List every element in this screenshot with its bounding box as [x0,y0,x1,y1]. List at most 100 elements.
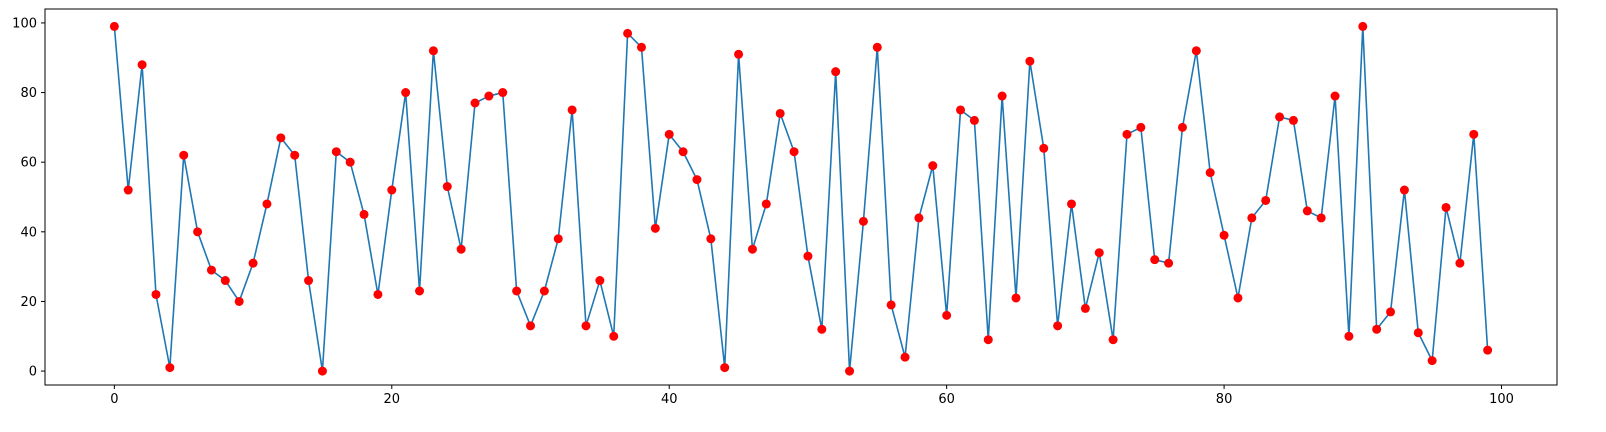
data-point [165,363,175,373]
data-point [1372,324,1382,334]
data-point [664,129,674,139]
data-point [1288,115,1298,125]
data-point [1275,112,1285,122]
data-point [1399,185,1409,195]
series-line [113,25,1489,372]
data-point [997,91,1007,101]
data-point [206,265,216,275]
data-point [845,366,855,376]
data-point [789,147,799,157]
data-point [831,67,841,77]
data-point [623,28,633,38]
data-point [331,147,341,157]
data-point [512,286,522,296]
data-point [428,46,438,56]
data-point [359,209,369,219]
data-point [276,133,286,143]
data-point [1455,258,1465,268]
data-point [1233,293,1243,303]
y-tick-label: 40 [20,225,37,240]
y-tick-label: 100 [12,16,37,31]
data-point [123,185,133,195]
data-point [1191,46,1201,56]
data-point [456,244,466,254]
data-point [1302,206,1312,216]
data-point [900,352,910,362]
plot-frame [44,8,1558,386]
data-point [1094,248,1104,258]
data-point [609,331,619,341]
data-point [803,251,813,261]
data-point [914,213,924,223]
data-point [1136,122,1146,132]
data-point [248,258,258,268]
series-line-group [113,25,1489,372]
data-point [1219,230,1229,240]
data-point [151,289,161,299]
data-point [1247,213,1257,223]
data-point [1025,56,1035,66]
data-point [539,286,549,296]
data-point [1469,129,1479,139]
data-point [1108,335,1118,345]
data-point [304,276,314,286]
data-point [928,161,938,171]
data-point [942,310,952,320]
data-point [470,98,480,108]
data-point [1150,255,1160,265]
tick-group: 0 20 40 60 80 100 0 20 40 60 80 100 [12,16,1514,407]
data-point [706,234,716,244]
data-point [1316,213,1326,223]
data-point [1441,202,1451,212]
data-point [581,321,591,331]
data-point [220,276,230,286]
data-point [387,185,397,195]
data-point [553,234,563,244]
data-point [1386,307,1396,317]
data-point [526,321,536,331]
y-tick-label: 20 [20,295,37,310]
data-point [692,175,702,185]
x-tick-label: 100 [1489,392,1514,407]
y-tick-label: 80 [20,86,37,101]
data-point [1122,129,1132,139]
data-point [650,223,660,233]
data-point [969,115,979,125]
data-point [775,108,785,118]
y-tick-label: 0 [29,365,37,380]
data-point [484,91,494,101]
data-point [262,199,272,209]
data-point [442,182,452,192]
data-point [373,289,383,299]
data-point [1344,331,1354,341]
data-point [817,324,827,334]
data-point [1011,293,1021,303]
data-point [734,49,744,59]
data-point [1039,143,1049,153]
data-point [1358,21,1368,31]
data-point [678,147,688,157]
x-tick-label: 80 [1216,392,1233,407]
data-point [886,300,896,310]
data-point [1427,356,1437,366]
data-point [1483,345,1493,355]
data-point [179,150,189,160]
data-points-group [109,21,1493,376]
data-point [345,157,355,167]
data-point [858,216,868,226]
data-point [747,244,757,254]
data-point [137,60,147,70]
data-point [498,88,508,98]
data-point [720,363,730,373]
data-point [1330,91,1340,101]
data-point [1053,321,1063,331]
data-point [109,21,119,31]
data-point [1177,122,1187,132]
data-point [983,335,993,345]
data-point [1066,199,1076,209]
x-tick-label: 40 [661,392,678,407]
x-tick-label: 20 [384,392,401,407]
data-point [234,296,244,306]
